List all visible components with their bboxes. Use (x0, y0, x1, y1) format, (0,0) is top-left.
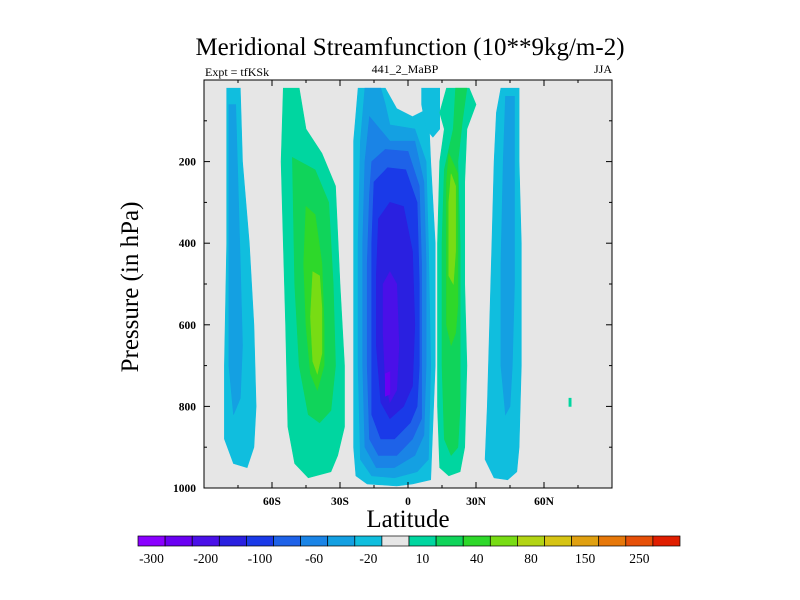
contour-region-1 (228, 104, 243, 415)
colorbar-label-4: -20 (359, 551, 377, 566)
colorbar: -300 -200 -100 -60 -20 10 40 80 150 250 (137, 535, 681, 566)
colorbar-label-0: -300 (139, 551, 164, 566)
left-subtitle-expt: Expt = tfKSk (205, 65, 269, 79)
colorbar-label-6: 40 (470, 551, 484, 566)
colorbar-label-5: 10 (416, 551, 430, 566)
colorbar-box-11 (435, 535, 464, 547)
y-tick-label-1: 400 (179, 238, 197, 250)
colorbar-box-6 (300, 535, 329, 547)
contour-region-5 (310, 271, 323, 375)
colorbar-label-3: -60 (305, 551, 323, 566)
contour-region-22 (568, 397, 572, 407)
x-tick-label-1: 30S (331, 496, 349, 508)
colorbar-box-17 (598, 535, 627, 547)
colorbar-box-10 (408, 535, 437, 547)
contour-region-21 (500, 96, 515, 416)
y-axis-label: Pressure (in hPa) (117, 202, 144, 373)
colorbar-box-1 (164, 535, 193, 547)
colorbar-box-12 (462, 535, 491, 547)
colorbar-box-8 (354, 535, 383, 547)
colorbar-box-4 (246, 535, 274, 547)
center-subtitle: 441_2_MaBP (372, 62, 439, 76)
colorbar-box-0 (137, 535, 166, 547)
colorbar-box-19 (652, 535, 681, 547)
colorbar-box-3 (218, 535, 247, 547)
x-tick-label-0: 60S (263, 496, 281, 508)
colorbar-box-18 (625, 535, 654, 547)
colorbar-box-15 (544, 535, 572, 547)
colorbar-label-7: 80 (524, 551, 538, 566)
colorbar-box-13 (489, 535, 518, 547)
colorbar-label-1: -200 (193, 551, 218, 566)
x-tick-label-4: 60N (534, 496, 555, 508)
contour-plot-area (204, 80, 612, 488)
y-tick-label-4: 1000 (173, 483, 196, 495)
right-subtitle-season: JJA (594, 62, 612, 76)
colorbar-box-14 (517, 535, 545, 547)
x-tick-label-2: 0 (405, 496, 411, 508)
y-tick-label-0: 200 (179, 157, 197, 169)
contour-region-19 (448, 173, 456, 286)
colorbar-box-7 (327, 535, 356, 547)
axes: 60S 30S 0 30N 60N 200 400 600 800 1000 (173, 79, 613, 508)
colorbar-label-2: -100 (248, 551, 273, 566)
y-tick-label-2: 600 (179, 320, 197, 332)
colorbar-box-9 (381, 535, 410, 547)
contour-region-13 (382, 271, 400, 404)
x-tick-label-3: 30N (466, 496, 487, 508)
colorbar-box-2 (191, 535, 220, 547)
chart-title: Meridional Streamfunction (10**9kg/m-2) (195, 34, 624, 61)
colorbar-label-9: 250 (629, 551, 650, 566)
colorbar-box-5 (273, 535, 301, 547)
y-tick-label-3: 800 (179, 401, 197, 413)
colorbar-label-8: 150 (575, 551, 596, 566)
contour-region-14 (384, 371, 391, 397)
colorbar-box-16 (571, 535, 600, 547)
contour-region-15 (421, 87, 441, 138)
x-axis-label: Latitude (366, 506, 449, 533)
